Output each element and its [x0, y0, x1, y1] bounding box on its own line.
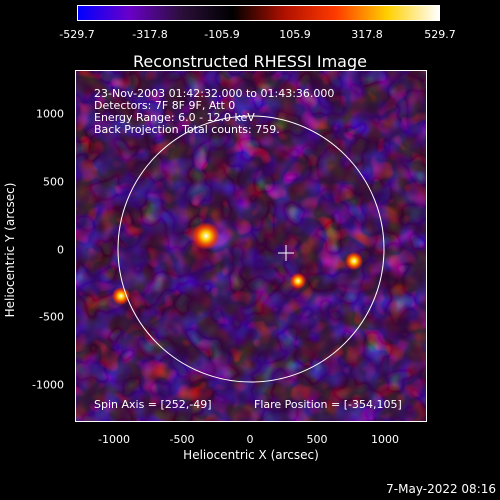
x-tick: -500: [169, 433, 195, 446]
colorbar: [77, 5, 440, 21]
colorbar-tick: 529.7: [424, 28, 456, 41]
x-tick: 1000: [371, 433, 399, 446]
x-tick: 500: [306, 433, 328, 446]
x-tick: -1000: [98, 433, 130, 446]
y-axis-label: Heliocentric Y (arcsec): [3, 182, 17, 318]
datestamp: 7-May-2022 08:16: [386, 482, 496, 496]
image-panel: [75, 70, 427, 422]
info-method-counts: Back Projection Total counts: 759.: [94, 123, 280, 136]
info-time-range: 23-Nov-2003 01:42:32.000 to 01:43:36.000: [94, 87, 335, 100]
y-tick: 0: [57, 243, 64, 257]
flare-position-label: Flare Position = [-354,105]: [254, 398, 402, 411]
spin-axis-marker: [278, 245, 294, 261]
colorbar-tick: 317.8: [351, 28, 383, 41]
y-tick: 1000: [36, 107, 64, 121]
hotspot: [112, 287, 130, 305]
y-tick: 500: [43, 175, 64, 189]
colorbar-tick: -105.9: [204, 28, 240, 41]
x-tick: 0: [246, 433, 254, 446]
spin-axis-label: Spin Axis = [252,-49]: [94, 398, 212, 411]
image-texture: [76, 71, 426, 421]
y-tick: -500: [39, 310, 64, 324]
y-tick: -1000: [32, 378, 64, 392]
info-detectors: Detectors: 7F 8F 9F, Att 0: [94, 99, 236, 112]
hotspot: [290, 273, 306, 289]
info-energy-range: Energy Range: 6.0 - 12.0 keV: [94, 111, 255, 124]
hotspot: [345, 252, 363, 270]
colorbar-tick: 105.9: [279, 28, 311, 41]
x-axis-label: Heliocentric X (arcsec): [183, 448, 319, 462]
colorbar-tick: -529.7: [59, 28, 95, 41]
flare-hotspot: [192, 222, 220, 250]
solar-limb-circle: [117, 115, 385, 383]
plot-title: Reconstructed RHESSI Image: [133, 52, 367, 71]
colorbar-tick: -317.8: [132, 28, 168, 41]
rhessi-image-svg: [76, 71, 426, 421]
